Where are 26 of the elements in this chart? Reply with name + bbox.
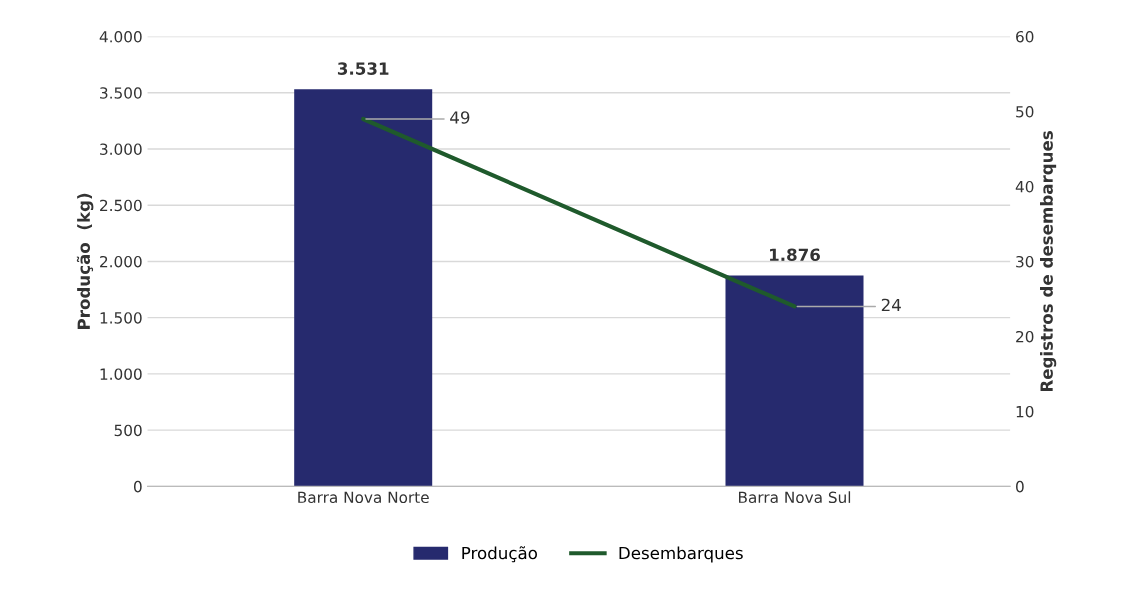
y2-tick-label: 40 (1015, 180, 1034, 193)
data-label: 24 (881, 298, 901, 312)
y2-tick-label: 60 (1016, 30, 1034, 43)
y-tick-label: 1.000 (100, 368, 142, 380)
y2-tick-label: 30 (1016, 255, 1034, 268)
y-axis-title: Produção (kg) (76, 193, 94, 329)
y2-tick-label: 20 (1016, 330, 1034, 343)
y-tick-label: 4.000 (99, 30, 142, 43)
legend-label: Desembarques (619, 546, 743, 563)
y2-tick-label: 10 (1016, 405, 1034, 418)
y-tick-label: 3.500 (100, 87, 142, 99)
x-tick-label: Barra Nova Norte (298, 491, 429, 504)
y2-axis-title: Registros de desembarques (1040, 131, 1057, 392)
y-tick-label: 1.500 (100, 312, 142, 324)
y2-tick-label: 0 (1016, 480, 1024, 493)
y-tick-label: 500 (114, 424, 142, 437)
y-tick-label: 3.000 (100, 143, 142, 155)
y-tick-label: 2.500 (100, 199, 142, 212)
data-label: 1.876 (770, 248, 820, 262)
y-tick-label: 0 (133, 480, 142, 493)
y-tick-label: 2.000 (100, 255, 142, 268)
data-label: 3.531 (337, 62, 389, 75)
legend-label: Produção (462, 546, 537, 563)
y2-tick-label: 50 (1016, 105, 1034, 118)
x-tick-label: Barra Nova Sul (738, 491, 851, 504)
data-label: 49 (450, 111, 470, 124)
